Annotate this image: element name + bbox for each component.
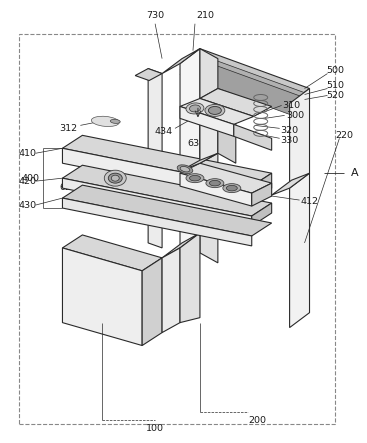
- Polygon shape: [234, 124, 272, 150]
- Polygon shape: [252, 183, 272, 206]
- Polygon shape: [142, 258, 162, 346]
- Text: 312: 312: [59, 124, 77, 133]
- Text: 630: 630: [187, 139, 205, 148]
- Bar: [19, 34, 335, 424]
- Polygon shape: [252, 203, 272, 226]
- Polygon shape: [135, 69, 162, 81]
- Text: 400: 400: [22, 174, 40, 183]
- Text: 320: 320: [280, 126, 299, 135]
- Ellipse shape: [189, 175, 200, 181]
- Polygon shape: [180, 49, 309, 104]
- Polygon shape: [62, 185, 272, 236]
- Polygon shape: [182, 153, 218, 170]
- Text: 300: 300: [287, 111, 305, 120]
- Polygon shape: [62, 178, 252, 226]
- Polygon shape: [290, 89, 309, 188]
- Text: 510: 510: [326, 81, 344, 90]
- Text: 420: 420: [19, 177, 37, 186]
- Text: 200: 200: [249, 416, 267, 425]
- Text: 412: 412: [301, 197, 319, 206]
- Text: 220: 220: [335, 131, 353, 140]
- Polygon shape: [180, 163, 272, 193]
- Text: 310: 310: [283, 101, 301, 110]
- Polygon shape: [62, 135, 272, 186]
- Ellipse shape: [180, 167, 190, 172]
- Text: 730: 730: [146, 11, 164, 20]
- Ellipse shape: [177, 165, 193, 174]
- Ellipse shape: [110, 119, 120, 124]
- Text: 610: 610: [139, 194, 157, 202]
- Polygon shape: [180, 98, 254, 124]
- Ellipse shape: [206, 179, 224, 188]
- Polygon shape: [180, 106, 234, 136]
- Text: A: A: [350, 168, 358, 178]
- Polygon shape: [290, 173, 309, 327]
- Text: 520: 520: [326, 91, 344, 100]
- Ellipse shape: [223, 184, 241, 193]
- Ellipse shape: [205, 105, 225, 117]
- Polygon shape: [62, 235, 162, 271]
- Polygon shape: [180, 173, 252, 206]
- Polygon shape: [200, 49, 218, 263]
- Text: 500: 500: [326, 66, 344, 75]
- Polygon shape: [180, 54, 309, 109]
- Ellipse shape: [108, 173, 122, 183]
- Text: 410: 410: [19, 149, 37, 158]
- Polygon shape: [148, 69, 162, 248]
- Ellipse shape: [104, 170, 126, 186]
- Polygon shape: [180, 60, 309, 114]
- Text: 434: 434: [154, 127, 172, 136]
- Ellipse shape: [186, 103, 204, 114]
- Polygon shape: [62, 198, 252, 246]
- Polygon shape: [62, 248, 142, 346]
- Text: 620: 620: [59, 183, 77, 192]
- Text: 210: 210: [196, 11, 214, 20]
- Polygon shape: [180, 49, 200, 148]
- Polygon shape: [180, 233, 200, 323]
- Polygon shape: [162, 49, 200, 74]
- Ellipse shape: [226, 185, 237, 191]
- Polygon shape: [62, 148, 252, 201]
- Text: 100: 100: [146, 424, 164, 433]
- Polygon shape: [180, 49, 200, 268]
- Polygon shape: [162, 233, 200, 258]
- Polygon shape: [200, 89, 272, 117]
- Text: 330: 330: [280, 136, 299, 145]
- Polygon shape: [162, 248, 180, 333]
- Polygon shape: [200, 89, 218, 163]
- Ellipse shape: [208, 106, 221, 114]
- Ellipse shape: [210, 180, 220, 186]
- Polygon shape: [218, 89, 236, 163]
- Ellipse shape: [189, 105, 200, 112]
- Text: 430: 430: [18, 201, 37, 210]
- Polygon shape: [252, 173, 272, 201]
- Polygon shape: [62, 165, 272, 216]
- Ellipse shape: [186, 174, 204, 183]
- Polygon shape: [272, 173, 309, 195]
- Ellipse shape: [111, 175, 119, 181]
- Ellipse shape: [91, 116, 119, 127]
